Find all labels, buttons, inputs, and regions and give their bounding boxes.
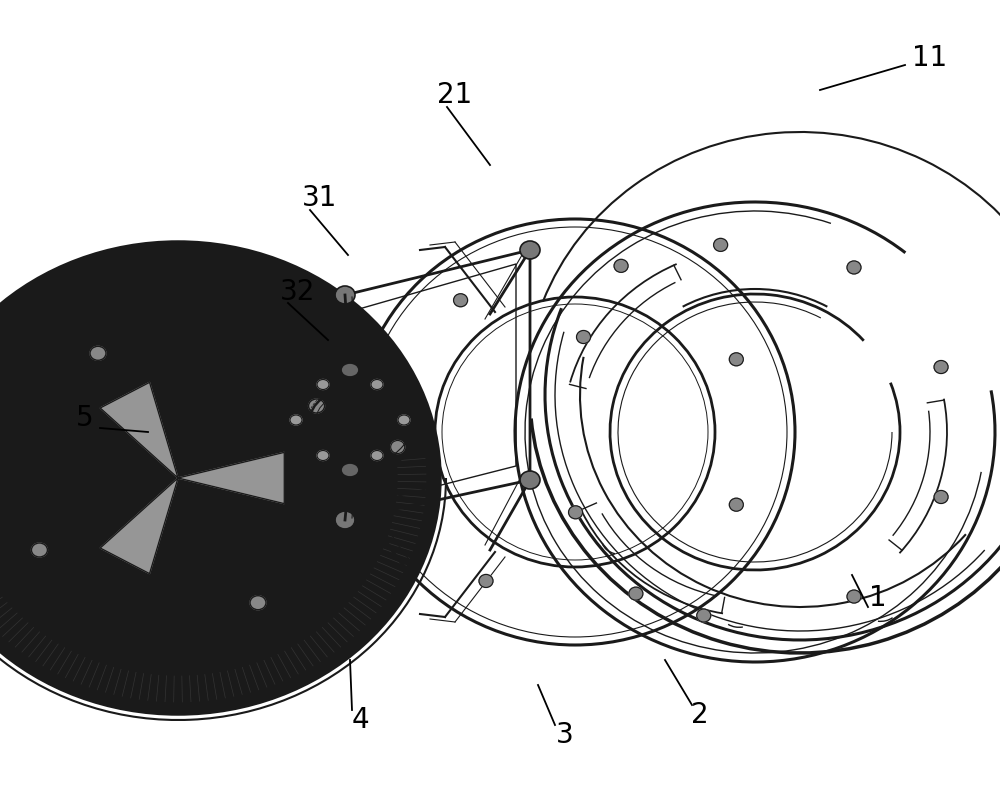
Ellipse shape: [934, 491, 948, 503]
Ellipse shape: [569, 506, 583, 519]
Ellipse shape: [90, 346, 106, 360]
Ellipse shape: [521, 242, 539, 258]
Ellipse shape: [847, 590, 861, 603]
Ellipse shape: [317, 380, 329, 389]
Polygon shape: [100, 478, 178, 574]
Text: 21: 21: [437, 81, 473, 109]
Ellipse shape: [729, 499, 743, 511]
Text: 11: 11: [912, 44, 948, 72]
Ellipse shape: [342, 364, 358, 376]
Ellipse shape: [391, 440, 405, 454]
Ellipse shape: [290, 415, 302, 425]
Ellipse shape: [697, 609, 711, 622]
Ellipse shape: [31, 543, 47, 557]
Ellipse shape: [317, 451, 329, 460]
Ellipse shape: [342, 464, 358, 476]
Ellipse shape: [934, 360, 948, 373]
Ellipse shape: [714, 238, 728, 252]
Polygon shape: [178, 452, 284, 503]
Ellipse shape: [614, 260, 628, 272]
Ellipse shape: [454, 294, 468, 307]
Text: 4: 4: [351, 706, 369, 734]
Ellipse shape: [398, 415, 410, 425]
Ellipse shape: [577, 331, 591, 344]
Ellipse shape: [729, 353, 743, 366]
Polygon shape: [100, 383, 178, 478]
Ellipse shape: [847, 261, 861, 274]
Ellipse shape: [0, 285, 393, 671]
Text: 5: 5: [76, 404, 94, 432]
Text: 2: 2: [691, 701, 709, 729]
Ellipse shape: [0, 242, 440, 714]
Ellipse shape: [371, 380, 383, 389]
Text: 3: 3: [556, 721, 574, 749]
Text: 32: 32: [280, 278, 316, 306]
Ellipse shape: [250, 596, 266, 610]
Ellipse shape: [309, 399, 325, 413]
Ellipse shape: [336, 512, 354, 528]
Text: 31: 31: [302, 184, 338, 212]
Ellipse shape: [336, 287, 354, 303]
Ellipse shape: [371, 451, 383, 460]
Ellipse shape: [521, 472, 539, 488]
Ellipse shape: [479, 574, 493, 587]
Ellipse shape: [629, 587, 643, 600]
Text: 1: 1: [869, 584, 887, 612]
